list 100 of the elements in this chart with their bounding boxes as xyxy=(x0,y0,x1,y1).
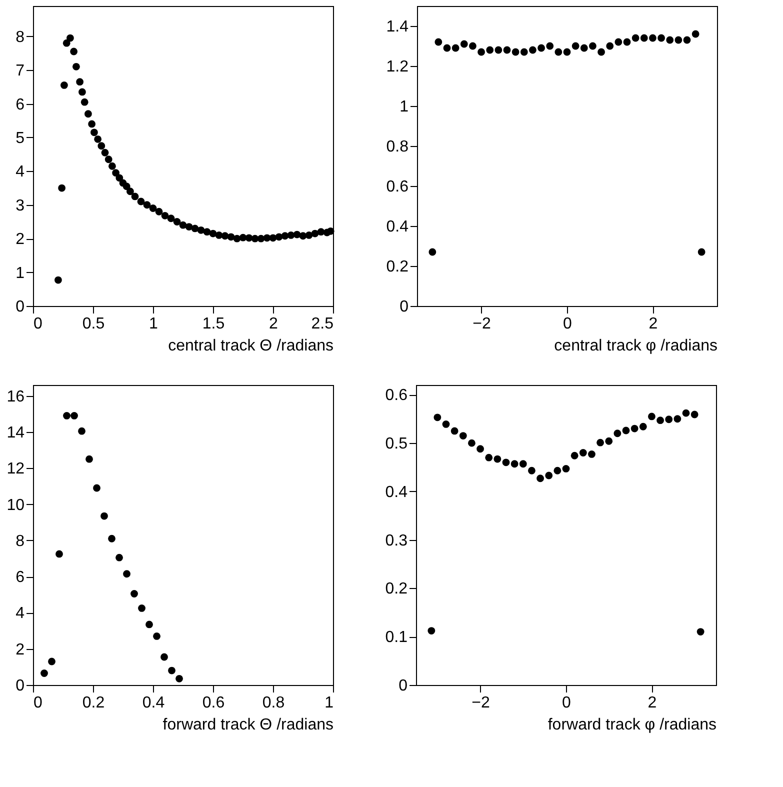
x-tick-label: 2 xyxy=(648,694,657,712)
point xyxy=(528,466,536,474)
point xyxy=(570,452,578,460)
point xyxy=(502,458,510,466)
point xyxy=(682,409,690,417)
y-tick-label: 0 xyxy=(400,298,409,316)
x-tick-label: −2 xyxy=(472,316,492,332)
point xyxy=(100,512,108,520)
point xyxy=(40,670,48,677)
x-tick-label: 0.2 xyxy=(82,694,105,712)
x-tick-label: 0 xyxy=(34,694,42,712)
point xyxy=(520,48,528,56)
y-tick-label: 8 xyxy=(16,28,25,46)
point xyxy=(579,449,587,456)
point xyxy=(434,38,442,46)
point xyxy=(130,590,138,598)
point xyxy=(70,412,78,420)
point xyxy=(510,460,518,468)
point xyxy=(476,445,484,453)
point xyxy=(596,438,604,446)
x-tick-label: 0.5 xyxy=(82,316,105,332)
point xyxy=(123,570,130,578)
x-tick-label: 0 xyxy=(562,694,572,712)
point xyxy=(450,427,458,435)
point xyxy=(486,46,494,54)
x-tick-label: 0.4 xyxy=(142,694,165,712)
point xyxy=(460,40,468,48)
x-tick-label: 1.5 xyxy=(202,316,225,332)
y-tick-label: 0.4 xyxy=(386,218,409,236)
point xyxy=(588,450,596,458)
x-tick-label: 0.6 xyxy=(202,694,225,712)
point xyxy=(614,430,622,438)
y-tick-label: 0.6 xyxy=(386,178,409,196)
y-tick-label: 0 xyxy=(398,678,408,694)
x-tick-label: 2 xyxy=(269,316,278,332)
point xyxy=(648,412,656,420)
x-tick-label: 0 xyxy=(34,316,42,332)
y-tick-label: 16 xyxy=(6,388,25,406)
point xyxy=(529,46,536,54)
point xyxy=(622,426,630,434)
point xyxy=(692,30,700,38)
point xyxy=(649,34,656,42)
point xyxy=(56,550,63,558)
x-tick-label: 0 xyxy=(563,316,572,332)
point xyxy=(589,42,596,50)
point xyxy=(674,415,682,423)
point xyxy=(614,38,622,46)
point xyxy=(545,472,553,480)
y-tick-label: 6 xyxy=(16,96,25,114)
y-tick-label: 8 xyxy=(16,532,25,550)
point xyxy=(48,658,56,666)
x-axis-title: central track Θ /radians xyxy=(168,338,334,354)
point xyxy=(538,44,545,52)
point xyxy=(452,44,460,52)
point xyxy=(494,46,502,54)
point xyxy=(632,34,640,42)
x-tick-label: 0.8 xyxy=(262,694,285,712)
point xyxy=(666,36,674,44)
point xyxy=(665,416,673,424)
point xyxy=(160,653,168,661)
point xyxy=(78,427,86,435)
point xyxy=(605,437,613,445)
point xyxy=(696,628,704,636)
point xyxy=(503,46,511,54)
y-tick-label: 3 xyxy=(16,197,25,214)
point xyxy=(606,42,614,50)
x-axis-title: central track φ /radians xyxy=(554,338,718,354)
point xyxy=(485,454,493,462)
point xyxy=(443,44,451,52)
point xyxy=(468,439,476,447)
point xyxy=(442,420,450,428)
y-tick-label: 14 xyxy=(6,424,25,442)
point xyxy=(519,460,527,468)
y-tick-label: 1.2 xyxy=(386,58,409,76)
point xyxy=(546,42,554,50)
y-tick-label: 0.2 xyxy=(385,580,408,598)
x-tick-label: 1 xyxy=(149,316,158,332)
point xyxy=(63,412,70,420)
point xyxy=(690,410,698,418)
y-tick-label: 12 xyxy=(6,460,25,478)
y-tick-label: 1.4 xyxy=(386,18,409,36)
y-tick-label: 0.5 xyxy=(385,436,408,453)
point xyxy=(639,422,647,430)
x-tick-label: −2 xyxy=(472,694,490,712)
point xyxy=(138,604,146,612)
y-tick-label: 0.4 xyxy=(385,484,408,501)
point xyxy=(640,34,648,42)
y-tick-label: 0.6 xyxy=(385,387,408,404)
point xyxy=(658,34,665,42)
point xyxy=(168,666,176,674)
point xyxy=(469,42,476,50)
point xyxy=(683,36,691,44)
point xyxy=(108,534,116,542)
point xyxy=(563,48,571,56)
y-tick-label: 0.3 xyxy=(385,532,408,550)
y-tick-label: 2 xyxy=(16,641,25,658)
y-tick-label: 4 xyxy=(16,164,25,181)
point xyxy=(146,620,153,628)
y-tick-label: 0.1 xyxy=(385,629,408,646)
y-tick-label: 7 xyxy=(16,62,25,80)
